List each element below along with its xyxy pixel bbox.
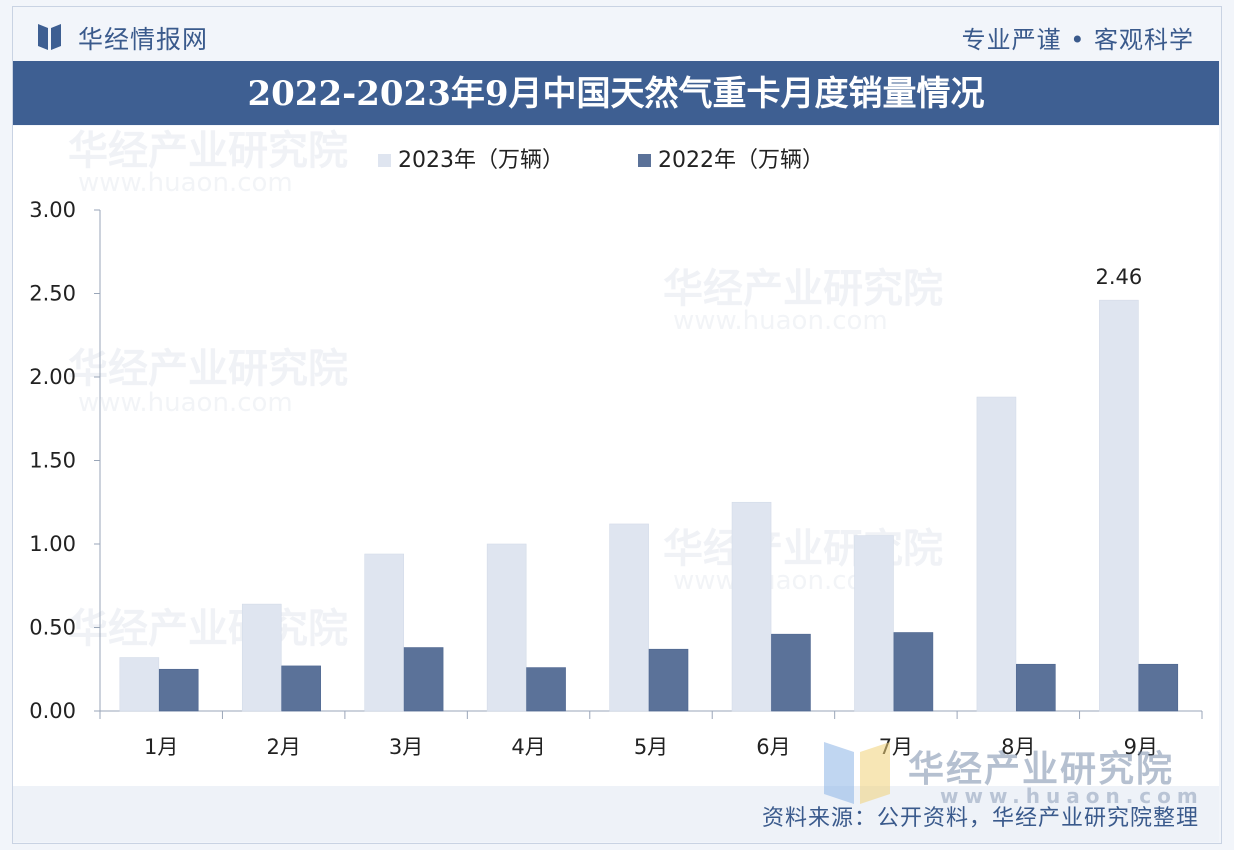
legend-swatch <box>378 154 391 167</box>
x-tick-label: 6月 <box>756 735 790 759</box>
bar-2023-2 <box>241 603 282 712</box>
x-tick-label: 2月 <box>266 735 300 759</box>
bar-2022-5 <box>648 648 689 712</box>
watermark-name: 华经产业研究院 <box>908 749 1175 790</box>
bar-2023-5 <box>609 523 649 712</box>
legend-label: 2022年（万辆） <box>658 148 824 173</box>
bar-2022-4 <box>526 667 566 712</box>
bar-2022-3 <box>403 647 444 712</box>
top-bar: 华经情报网 专业严谨 • 客观科学 <box>0 0 1234 60</box>
bar-2023-7 <box>854 535 894 712</box>
x-tick-label: 9月 <box>1124 735 1158 759</box>
data-label: 2.46 <box>1095 265 1142 289</box>
bar-2022-7 <box>893 632 934 712</box>
watermark-url: www.huaon.com <box>940 784 1204 808</box>
x-tick-label: 8月 <box>1001 735 1035 759</box>
y-tick-label: 0.50 <box>29 616 76 640</box>
bar-2023-1 <box>119 657 160 712</box>
y-tick-label: 3.00 <box>29 198 76 222</box>
slogan: 专业严谨 • 客观科学 <box>961 26 1194 54</box>
legend-swatch <box>638 154 651 167</box>
bar-2023-4 <box>486 543 527 712</box>
chart-svg: 0.00 0.50 1.00 1.50 2.00 2.50 3.00 1月 2月 3月 4月 5月 6月… <box>29 148 1203 759</box>
x-tick-label: 3月 <box>389 735 423 759</box>
brand-name: 华经情报网 <box>78 25 209 54</box>
y-tick-label: 1.50 <box>29 449 76 473</box>
bar-2023-6 <box>731 501 772 712</box>
title-banner: 2022-2023年9月中国天然气重卡月度销量情况 <box>13 61 1219 125</box>
bar-2022-6 <box>771 633 811 712</box>
bar-2022-8 <box>1016 663 1056 712</box>
bar-2023-3 <box>364 553 405 712</box>
bar-2022-1 <box>158 668 199 712</box>
y-tick-label: 2.00 <box>29 365 76 389</box>
x-tick-label: 5月 <box>634 735 668 759</box>
y-tick-label: 1.00 <box>29 532 76 556</box>
bar-2023-8 <box>976 396 1017 712</box>
bar-2023-9 <box>1099 299 1139 712</box>
x-tick-label: 4月 <box>511 735 545 759</box>
chart-title: 2022-2023年9月中国天然气重卡月度销量情况 <box>247 74 985 114</box>
x-tick-label: 1月 <box>144 735 178 759</box>
legend-label: 2023年（万辆） <box>398 148 564 173</box>
huajing-logo-icon <box>38 24 61 50</box>
footer: 资料来源：公开资料，华经产业研究院整理 <box>13 786 1219 842</box>
y-tick-label: 2.50 <box>29 282 76 306</box>
bar-2022-9 <box>1138 663 1179 712</box>
watermark-logo-icon <box>824 742 890 804</box>
chart-area: 华经产业研究院 www.huaon.com 华经产业研究院 www.huaon.… <box>13 126 1219 786</box>
source-note: 资料来源：公开资料，华经产业研究院整理 <box>761 806 1199 831</box>
bar-2022-2 <box>281 665 321 712</box>
y-tick-label: 0.00 <box>29 699 76 723</box>
corner-watermark: 华经产业研究院 www.huaon.com <box>820 738 1220 808</box>
